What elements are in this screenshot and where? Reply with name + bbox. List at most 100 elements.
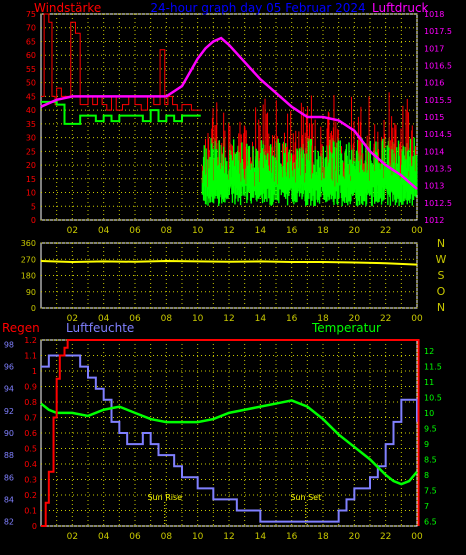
windspeed-tick-label: 30 <box>26 134 36 143</box>
rain-tick-label: 1.2 <box>24 336 37 345</box>
x-tick-label: 12 <box>223 314 234 324</box>
windspeed-tick-label: 70 <box>26 24 36 33</box>
pressure-line <box>40 36 418 191</box>
humidity-tick-label: 88 <box>4 451 14 460</box>
humidity-tick-label: 94 <box>4 385 14 394</box>
windspeed-tick-label: 20 <box>26 161 36 170</box>
rain-tick-label: 0.9 <box>24 383 37 392</box>
windspeed-tick-label: 65 <box>26 37 36 46</box>
windspeed-tick-label: 75 <box>26 10 36 19</box>
windspeed-tick-label: 45 <box>26 92 36 101</box>
windgust-line <box>41 100 201 125</box>
rain-tick-label: 0.4 <box>24 460 37 469</box>
windspeed-tick-label: 10 <box>26 189 36 198</box>
rain-tick-label: 0.8 <box>24 398 37 407</box>
direction-tick-label: 360 <box>21 239 36 248</box>
humidity-tick-label: 86 <box>4 473 14 482</box>
pressure-tick-label: 1016.5 <box>424 62 452 71</box>
rain-tick-label: 0.6 <box>24 429 37 438</box>
direction-letter: W <box>436 253 447 266</box>
pressure-tick-label: 1013.5 <box>424 165 452 174</box>
x-tick-label: 14 <box>255 226 267 236</box>
x-tick-label: 10 <box>192 532 204 542</box>
pressure-tick-label: 1014.5 <box>424 130 452 139</box>
rain-tick-label: 0.3 <box>24 476 37 485</box>
windspeed-tick-label: 60 <box>26 51 36 60</box>
x-tick-label: 06 <box>129 226 141 236</box>
pressure-tick-label: 1017 <box>424 44 444 53</box>
windspeed-tick-label: 25 <box>26 147 36 156</box>
x-tick-label: 16 <box>286 226 298 236</box>
pressure-axis-label: Luftdruck <box>372 1 429 15</box>
x-tick-label: 12 <box>223 226 234 236</box>
temperature-line <box>40 399 418 486</box>
x-tick-label: 14 <box>255 532 267 542</box>
rain-axis-label: Regen <box>2 321 40 335</box>
chart-title: 24-hour graph day 05 Februar 2024 <box>150 1 365 15</box>
windspeed-tick-label: 5 <box>31 202 36 211</box>
rain-tick-label: 1 <box>32 367 37 376</box>
pressure-tick-label: 1017.5 <box>424 27 452 36</box>
rain-tick-label: 0.1 <box>24 507 37 516</box>
windspeed-tick-label: 50 <box>26 79 36 88</box>
rain-tick-label: 1.1 <box>24 352 37 361</box>
direction-tick-label: 0 <box>31 304 36 313</box>
pressure-tick-label: 1016 <box>424 79 444 88</box>
temperature-tick-label: 7.5 <box>424 486 437 495</box>
direction-tick-label: 90 <box>26 288 36 297</box>
rain-tick-label: 0 <box>32 522 37 531</box>
windspeed-tick-label: 0 <box>31 216 36 225</box>
text-layer: Windstärke 24-hour graph day 05 Februar … <box>2 1 452 542</box>
rain-line <box>41 339 420 527</box>
direction-letter: O <box>437 285 446 298</box>
windspeed-tick-label: 35 <box>26 120 36 129</box>
humidity-tick-label: 82 <box>4 518 14 527</box>
temperature-tick-label: 10 <box>424 409 434 418</box>
pressure-tick-label: 1018 <box>424 10 444 19</box>
windspeed-tick-label: 15 <box>26 175 36 184</box>
x-tick-label: 22 <box>380 226 391 236</box>
x-tick-label: 00 <box>411 314 423 324</box>
direction-tick-label: 270 <box>21 255 36 264</box>
x-tick-label: 08 <box>161 226 173 236</box>
rain-tick-label: 0.2 <box>24 491 37 500</box>
x-tick-label: 20 <box>349 532 361 542</box>
temperature-tick-label: 9 <box>424 440 429 449</box>
x-tick-label: 02 <box>67 226 78 236</box>
pressure-tick-label: 1015.5 <box>424 96 452 105</box>
x-tick-label: 22 <box>380 532 391 542</box>
direction-letter: N <box>437 237 445 250</box>
temperature-tick-label: 8 <box>424 471 429 480</box>
x-tick-label: 10 <box>192 226 204 236</box>
windspeed-axis-label: Windstärke <box>34 1 101 15</box>
x-tick-label: 18 <box>317 532 329 542</box>
temperature-axis-label: Temperatur <box>311 321 381 335</box>
pressure-tick-label: 1014 <box>424 147 444 156</box>
pressure-tick-label: 1012.5 <box>424 199 452 208</box>
windspeed-line <box>41 13 201 111</box>
x-tick-label: 14 <box>255 314 267 324</box>
x-tick-label: 08 <box>161 314 173 324</box>
temperature-tick-label: 10.5 <box>424 393 442 402</box>
direction-letter: S <box>438 269 445 282</box>
pressure-tick-label: 1012 <box>424 216 444 225</box>
x-tick-label: 02 <box>67 532 78 542</box>
x-tick-label: 08 <box>161 532 173 542</box>
x-tick-label: 16 <box>286 314 298 324</box>
humidity-tick-label: 92 <box>4 407 14 416</box>
x-tick-label: 12 <box>223 532 234 542</box>
rain-tick-label: 0.5 <box>24 445 37 454</box>
humidity-tick-label: 90 <box>4 429 14 438</box>
x-tick-label: 04 <box>98 314 110 324</box>
temperature-tick-label: 12 <box>424 347 434 356</box>
x-tick-label: 20 <box>349 314 361 324</box>
direction-tick-label: 180 <box>21 272 36 281</box>
sun-annotation: Sun Rise <box>147 493 182 502</box>
x-tick-label: 20 <box>349 226 361 236</box>
grid-layer <box>40 13 418 527</box>
temperature-tick-label: 11.5 <box>424 362 442 371</box>
x-tick-label: 22 <box>380 314 391 324</box>
temperature-tick-label: 6.5 <box>424 517 437 526</box>
windspeed-tick-label: 55 <box>26 65 36 74</box>
